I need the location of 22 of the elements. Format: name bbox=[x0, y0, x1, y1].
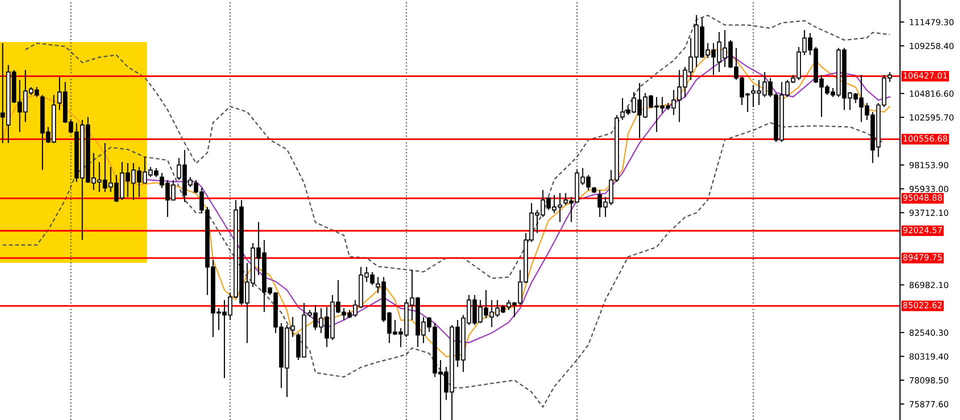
ref-line-label: 85022.62 bbox=[903, 302, 942, 308]
line-series bbox=[2, 122, 885, 408]
y-tick-label: 93712.10 bbox=[910, 210, 948, 216]
ref-line-label: 95048.88 bbox=[903, 194, 942, 201]
y-tick-label: 104816.60 bbox=[910, 90, 954, 97]
line-series bbox=[24, 14, 890, 279]
y-tick-label: 102595.70 bbox=[910, 114, 954, 121]
y-tick-label: 82540.30 bbox=[910, 330, 948, 336]
y-tick-label: 111479.30 bbox=[910, 18, 954, 26]
ref-line-label: 106427.01 bbox=[904, 72, 947, 79]
ref-line-label: 92024.57 bbox=[903, 226, 942, 234]
y-tick-label: 98153.90 bbox=[910, 162, 948, 168]
y-tick-label: 95933.00 bbox=[910, 186, 948, 192]
ref-line-label: 100556.68 bbox=[904, 135, 948, 142]
ref-line-label: 89479.75 bbox=[903, 254, 942, 260]
y-tick-label: 80319.40 bbox=[910, 353, 948, 360]
y-tick-label: 109258.40 bbox=[910, 42, 954, 50]
y-tick-label: 86982.10 bbox=[910, 282, 948, 288]
y-tick-label: 75877.60 bbox=[910, 401, 948, 408]
line-series bbox=[144, 54, 890, 344]
line-series bbox=[2, 49, 890, 358]
y-tick-label: 78098.50 bbox=[910, 377, 948, 384]
